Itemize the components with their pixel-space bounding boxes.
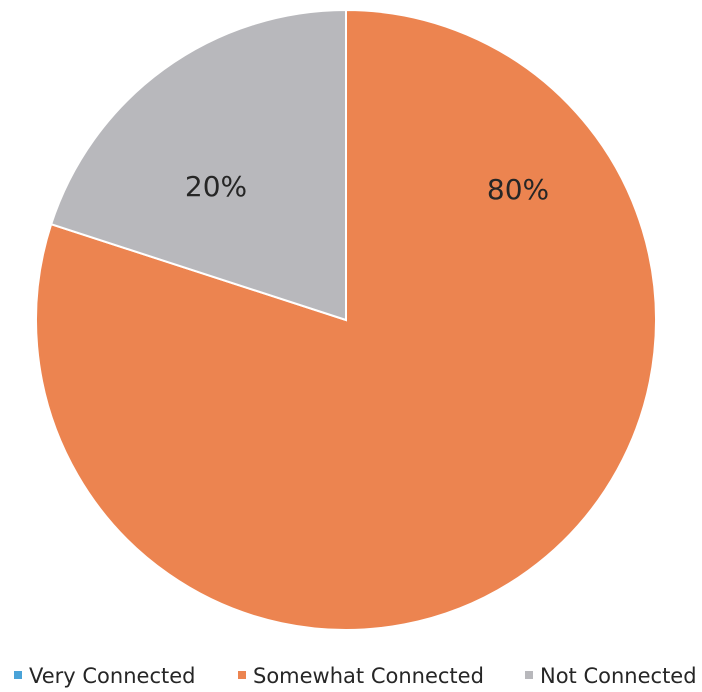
pie-data-labels: 80% 20% xyxy=(185,170,549,206)
legend-swatch-not-connected xyxy=(525,671,533,679)
legend-item-very-connected: Very Connected xyxy=(14,664,195,688)
legend-label-somewhat-connected: Somewhat Connected xyxy=(253,664,484,688)
legend-swatch-very-connected xyxy=(14,671,22,679)
data-label-not-connected: 20% xyxy=(185,170,247,203)
pie-slices xyxy=(35,8,657,631)
legend-label-not-connected: Not Connected xyxy=(540,664,697,688)
pie-slice-not-connected xyxy=(49,8,347,322)
data-label-somewhat-connected: 80% xyxy=(487,173,549,206)
legend: Very Connected Somewhat Connected Not Conn… xyxy=(14,664,697,688)
legend-item-somewhat-connected: Somewhat Connected xyxy=(238,664,484,688)
legend-swatch-somewhat-connected xyxy=(238,671,246,679)
legend-label-very-connected: Very Connected xyxy=(29,664,195,688)
legend-item-not-connected: Not Connected xyxy=(525,664,697,688)
